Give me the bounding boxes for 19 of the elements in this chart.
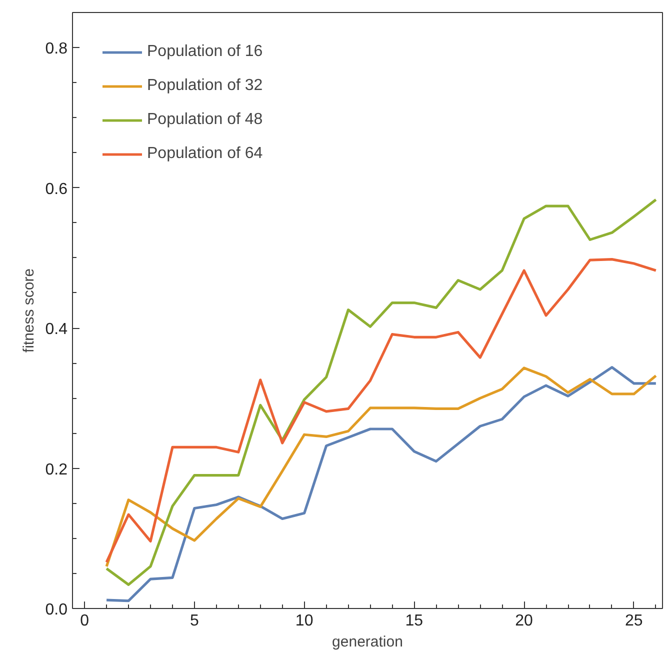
y-tick-label: 0.0 [45, 602, 68, 618]
x-tick-label: 5 [190, 612, 200, 630]
y-tick-label: 0.6 [45, 180, 68, 198]
y-axis-title: fitness score [20, 268, 38, 353]
x-tick-label: 0 [80, 612, 90, 630]
legend-label: Population of 48 [147, 111, 263, 129]
line-series [105, 258, 658, 564]
x-tick-label: 15 [405, 612, 424, 630]
y-tick-label: 0.4 [45, 321, 68, 338]
legend-label: Population of 32 [147, 77, 263, 95]
x-tick-label: 10 [295, 612, 314, 630]
line-series [105, 198, 658, 586]
y-tick-label: 0.2 [45, 461, 68, 478]
x-tick-label: 20 [515, 612, 534, 630]
y-tick-label: 0.8 [45, 40, 68, 58]
legend-label: Population of 16 [147, 43, 263, 61]
x-axis-title: generation [332, 634, 403, 650]
x-tick-label: 25 [625, 612, 643, 630]
legend-label: Population of 64 [147, 145, 263, 163]
